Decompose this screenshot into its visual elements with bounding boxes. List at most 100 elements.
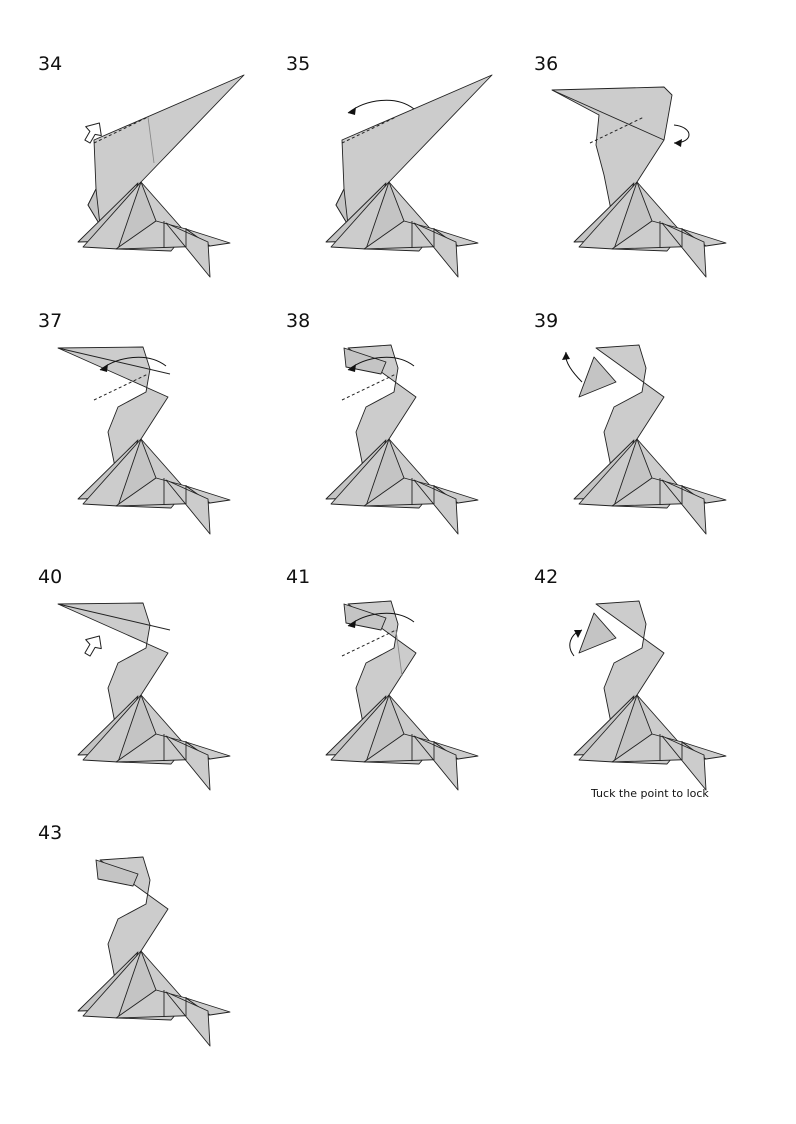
neck-head (347, 344, 417, 473)
fold-illustration (77, 74, 245, 278)
step-number: 41 (286, 566, 311, 588)
beak-flap (578, 356, 617, 398)
neck-head (595, 344, 665, 473)
step-38: 38 (286, 312, 536, 562)
arrowhead-icon (348, 620, 356, 628)
step-39: 39 (534, 312, 784, 562)
valley-fold-line (93, 116, 149, 144)
fold-symbols (341, 99, 415, 144)
seal-body (325, 438, 479, 535)
fold-symbols (589, 116, 690, 147)
arrowhead-icon (674, 139, 682, 147)
xray-line (147, 116, 155, 164)
step-caption: Tuck the point to lock (591, 787, 709, 800)
seal-body (573, 181, 727, 278)
arrowhead-icon (348, 364, 356, 372)
push-arrow-icon (84, 122, 102, 144)
tail-flipper (661, 735, 707, 791)
seal-body (77, 694, 231, 791)
seal-body (573, 694, 727, 791)
step-number: 43 (38, 822, 63, 844)
seal-neck (95, 856, 169, 985)
head-flap (95, 859, 139, 887)
head-edge (57, 603, 171, 631)
tail-flipper (661, 479, 707, 535)
step-40: 40 (38, 568, 288, 818)
valley-fold-line (341, 116, 397, 144)
fold-illustration (325, 74, 493, 278)
step-number: 36 (534, 53, 559, 75)
fold-illustration (77, 856, 231, 1047)
arrowhead-icon (348, 107, 356, 115)
step-number: 37 (38, 310, 63, 332)
seal-neck (87, 74, 245, 226)
valley-fold-line (589, 116, 645, 144)
fold-arrow (347, 99, 415, 114)
valley-fold-line (93, 373, 149, 401)
arrowhead-icon (100, 364, 108, 372)
neck-head (595, 600, 665, 729)
arrowhead-icon (574, 630, 582, 638)
seal-body (325, 181, 479, 278)
seal-body (325, 694, 479, 791)
step-number: 34 (38, 53, 63, 75)
fold-illustration (57, 602, 231, 791)
fold-illustration (551, 86, 727, 278)
neck-edge (335, 188, 349, 226)
step-number: 42 (534, 566, 559, 588)
step-36: 36 (534, 55, 784, 305)
step-34: 34 (38, 55, 288, 305)
head-edge (57, 347, 171, 375)
neck-flap (335, 74, 493, 226)
neck-head (99, 856, 169, 985)
neck-head (57, 602, 169, 729)
step-number: 39 (534, 310, 559, 332)
neck-head (551, 86, 673, 216)
fold-symbols (84, 116, 155, 164)
seal-neck (578, 600, 665, 729)
fold-symbols (93, 356, 167, 401)
seal-body (77, 950, 231, 1047)
fold-symbols (562, 351, 583, 383)
tail-flipper (165, 479, 211, 535)
fold-illustration (562, 344, 727, 535)
step-43: 43 (38, 824, 288, 1074)
seal-body (77, 181, 231, 278)
fold-symbols (84, 635, 102, 657)
arrowhead-icon (562, 352, 570, 360)
step-35: 35 (286, 55, 536, 305)
neck-head (347, 600, 417, 729)
fold-illustration (569, 600, 727, 791)
tail-flipper (413, 222, 459, 278)
step-number: 40 (38, 566, 63, 588)
step-42: 42 Tuck the point to lock (534, 568, 784, 818)
neck-edge (87, 188, 101, 226)
seal-body (573, 438, 727, 535)
beak-flap (578, 612, 617, 654)
fold-illustration (325, 344, 479, 535)
step-37: 37 (38, 312, 288, 562)
fold-symbols (569, 629, 583, 657)
valley-fold-line (341, 629, 397, 657)
tail-flipper (413, 479, 459, 535)
tail-flipper (413, 735, 459, 791)
fold-symbols (341, 612, 415, 677)
step-number: 35 (286, 53, 311, 75)
fold-illustration (325, 600, 479, 791)
seal-neck (335, 74, 493, 226)
seal-neck (57, 602, 171, 729)
fold-illustration (57, 346, 231, 535)
tail-flipper (165, 222, 211, 278)
fold-symbols (341, 356, 415, 401)
valley-fold-line (341, 373, 397, 401)
xray-line (395, 629, 403, 677)
step-41: 41 (286, 568, 536, 818)
push-arrow-icon (84, 635, 102, 657)
tail-flipper (165, 735, 211, 791)
seal-neck (551, 86, 673, 216)
head-edge (551, 89, 665, 141)
neck-flap (87, 74, 245, 226)
tail-flipper (661, 222, 707, 278)
seal-neck (578, 344, 665, 473)
tail-flipper (165, 991, 211, 1047)
